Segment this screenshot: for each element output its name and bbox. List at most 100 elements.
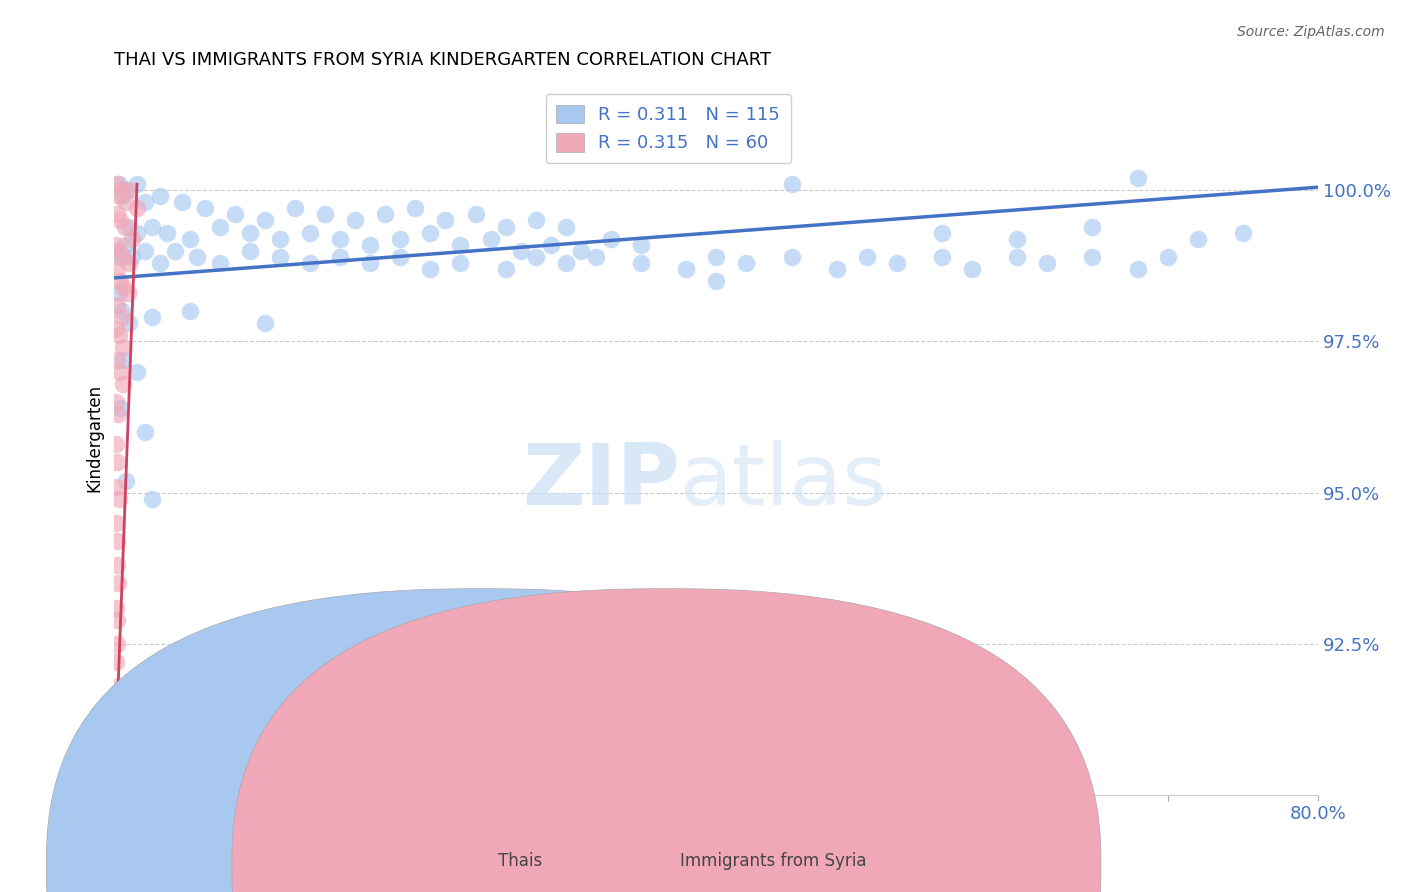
Point	[314, 207, 336, 221]
FancyBboxPatch shape	[232, 589, 1101, 892]
Point	[108, 328, 131, 343]
Point	[1081, 219, 1104, 234]
Point	[115, 183, 138, 197]
Point	[404, 202, 426, 216]
Point	[253, 316, 276, 330]
Point	[224, 207, 246, 221]
Legend: R = 0.311   N = 115, R = 0.315   N = 60: R = 0.311 N = 115, R = 0.315 N = 60	[546, 94, 790, 163]
Point	[104, 395, 127, 409]
Point	[298, 226, 321, 240]
Point	[600, 231, 623, 245]
Point	[110, 250, 132, 264]
Point	[107, 455, 129, 469]
Point	[125, 226, 148, 240]
Point	[479, 231, 502, 245]
Point	[569, 244, 592, 258]
Point	[104, 322, 127, 336]
Point	[112, 352, 135, 367]
Point	[111, 189, 134, 203]
Point	[675, 261, 697, 276]
Point	[114, 237, 136, 252]
Point	[105, 261, 128, 276]
Point	[186, 250, 208, 264]
Point	[104, 715, 127, 730]
Point	[134, 195, 156, 210]
Point	[125, 365, 148, 379]
Point	[855, 250, 877, 264]
Point	[509, 244, 531, 258]
Point	[112, 280, 135, 294]
Point	[121, 250, 143, 264]
Point	[108, 274, 131, 288]
Point	[105, 207, 128, 221]
Point	[298, 256, 321, 270]
Point	[172, 195, 194, 210]
Point	[114, 219, 136, 234]
Point	[118, 219, 141, 234]
Point	[104, 655, 127, 669]
Point	[269, 231, 291, 245]
Point	[825, 261, 848, 276]
Point	[585, 250, 607, 264]
Point	[1156, 250, 1178, 264]
Point	[107, 177, 129, 191]
Point	[107, 576, 129, 591]
Point	[524, 213, 547, 227]
Point	[630, 237, 652, 252]
Point	[269, 250, 291, 264]
Point	[239, 226, 262, 240]
Point	[163, 244, 186, 258]
Point	[107, 298, 129, 312]
Point	[115, 474, 138, 488]
Point	[389, 250, 412, 264]
Point	[141, 310, 163, 325]
Point	[780, 177, 803, 191]
Point	[208, 219, 231, 234]
Point	[329, 250, 352, 264]
Point	[960, 261, 983, 276]
Point	[554, 256, 576, 270]
Point	[112, 376, 135, 391]
Text: THAI VS IMMIGRANTS FROM SYRIA KINDERGARTEN CORRELATION CHART: THAI VS IMMIGRANTS FROM SYRIA KINDERGART…	[114, 51, 772, 69]
Text: Thais: Thais	[498, 852, 543, 870]
Point	[112, 341, 135, 355]
Point	[125, 202, 148, 216]
Point	[104, 600, 127, 615]
Point	[105, 679, 128, 693]
Point	[117, 286, 139, 301]
Point	[148, 256, 170, 270]
Point	[374, 207, 396, 221]
Point	[148, 189, 170, 203]
Point	[704, 274, 727, 288]
Text: Source: ZipAtlas.com: Source: ZipAtlas.com	[1237, 25, 1385, 39]
Point	[105, 480, 128, 494]
Point	[1036, 256, 1059, 270]
Point	[495, 261, 517, 276]
Point	[107, 613, 129, 627]
Point	[1005, 231, 1028, 245]
Point	[104, 516, 127, 530]
Point	[112, 250, 135, 264]
Point	[704, 250, 727, 264]
Point	[1126, 171, 1149, 186]
Point	[108, 286, 131, 301]
Point	[780, 250, 803, 264]
Point	[389, 231, 412, 245]
Point	[419, 226, 441, 240]
Point	[1081, 250, 1104, 264]
Point	[931, 226, 953, 240]
Point	[344, 213, 367, 227]
Point	[156, 226, 179, 240]
Point	[105, 558, 128, 573]
Point	[105, 352, 128, 367]
Point	[105, 733, 128, 747]
Point	[111, 304, 134, 318]
Point	[1005, 250, 1028, 264]
Point	[104, 437, 127, 451]
Point	[359, 256, 381, 270]
Point	[1232, 226, 1254, 240]
Point	[115, 195, 138, 210]
Point	[108, 365, 131, 379]
Point	[434, 213, 457, 227]
Point	[284, 202, 307, 216]
